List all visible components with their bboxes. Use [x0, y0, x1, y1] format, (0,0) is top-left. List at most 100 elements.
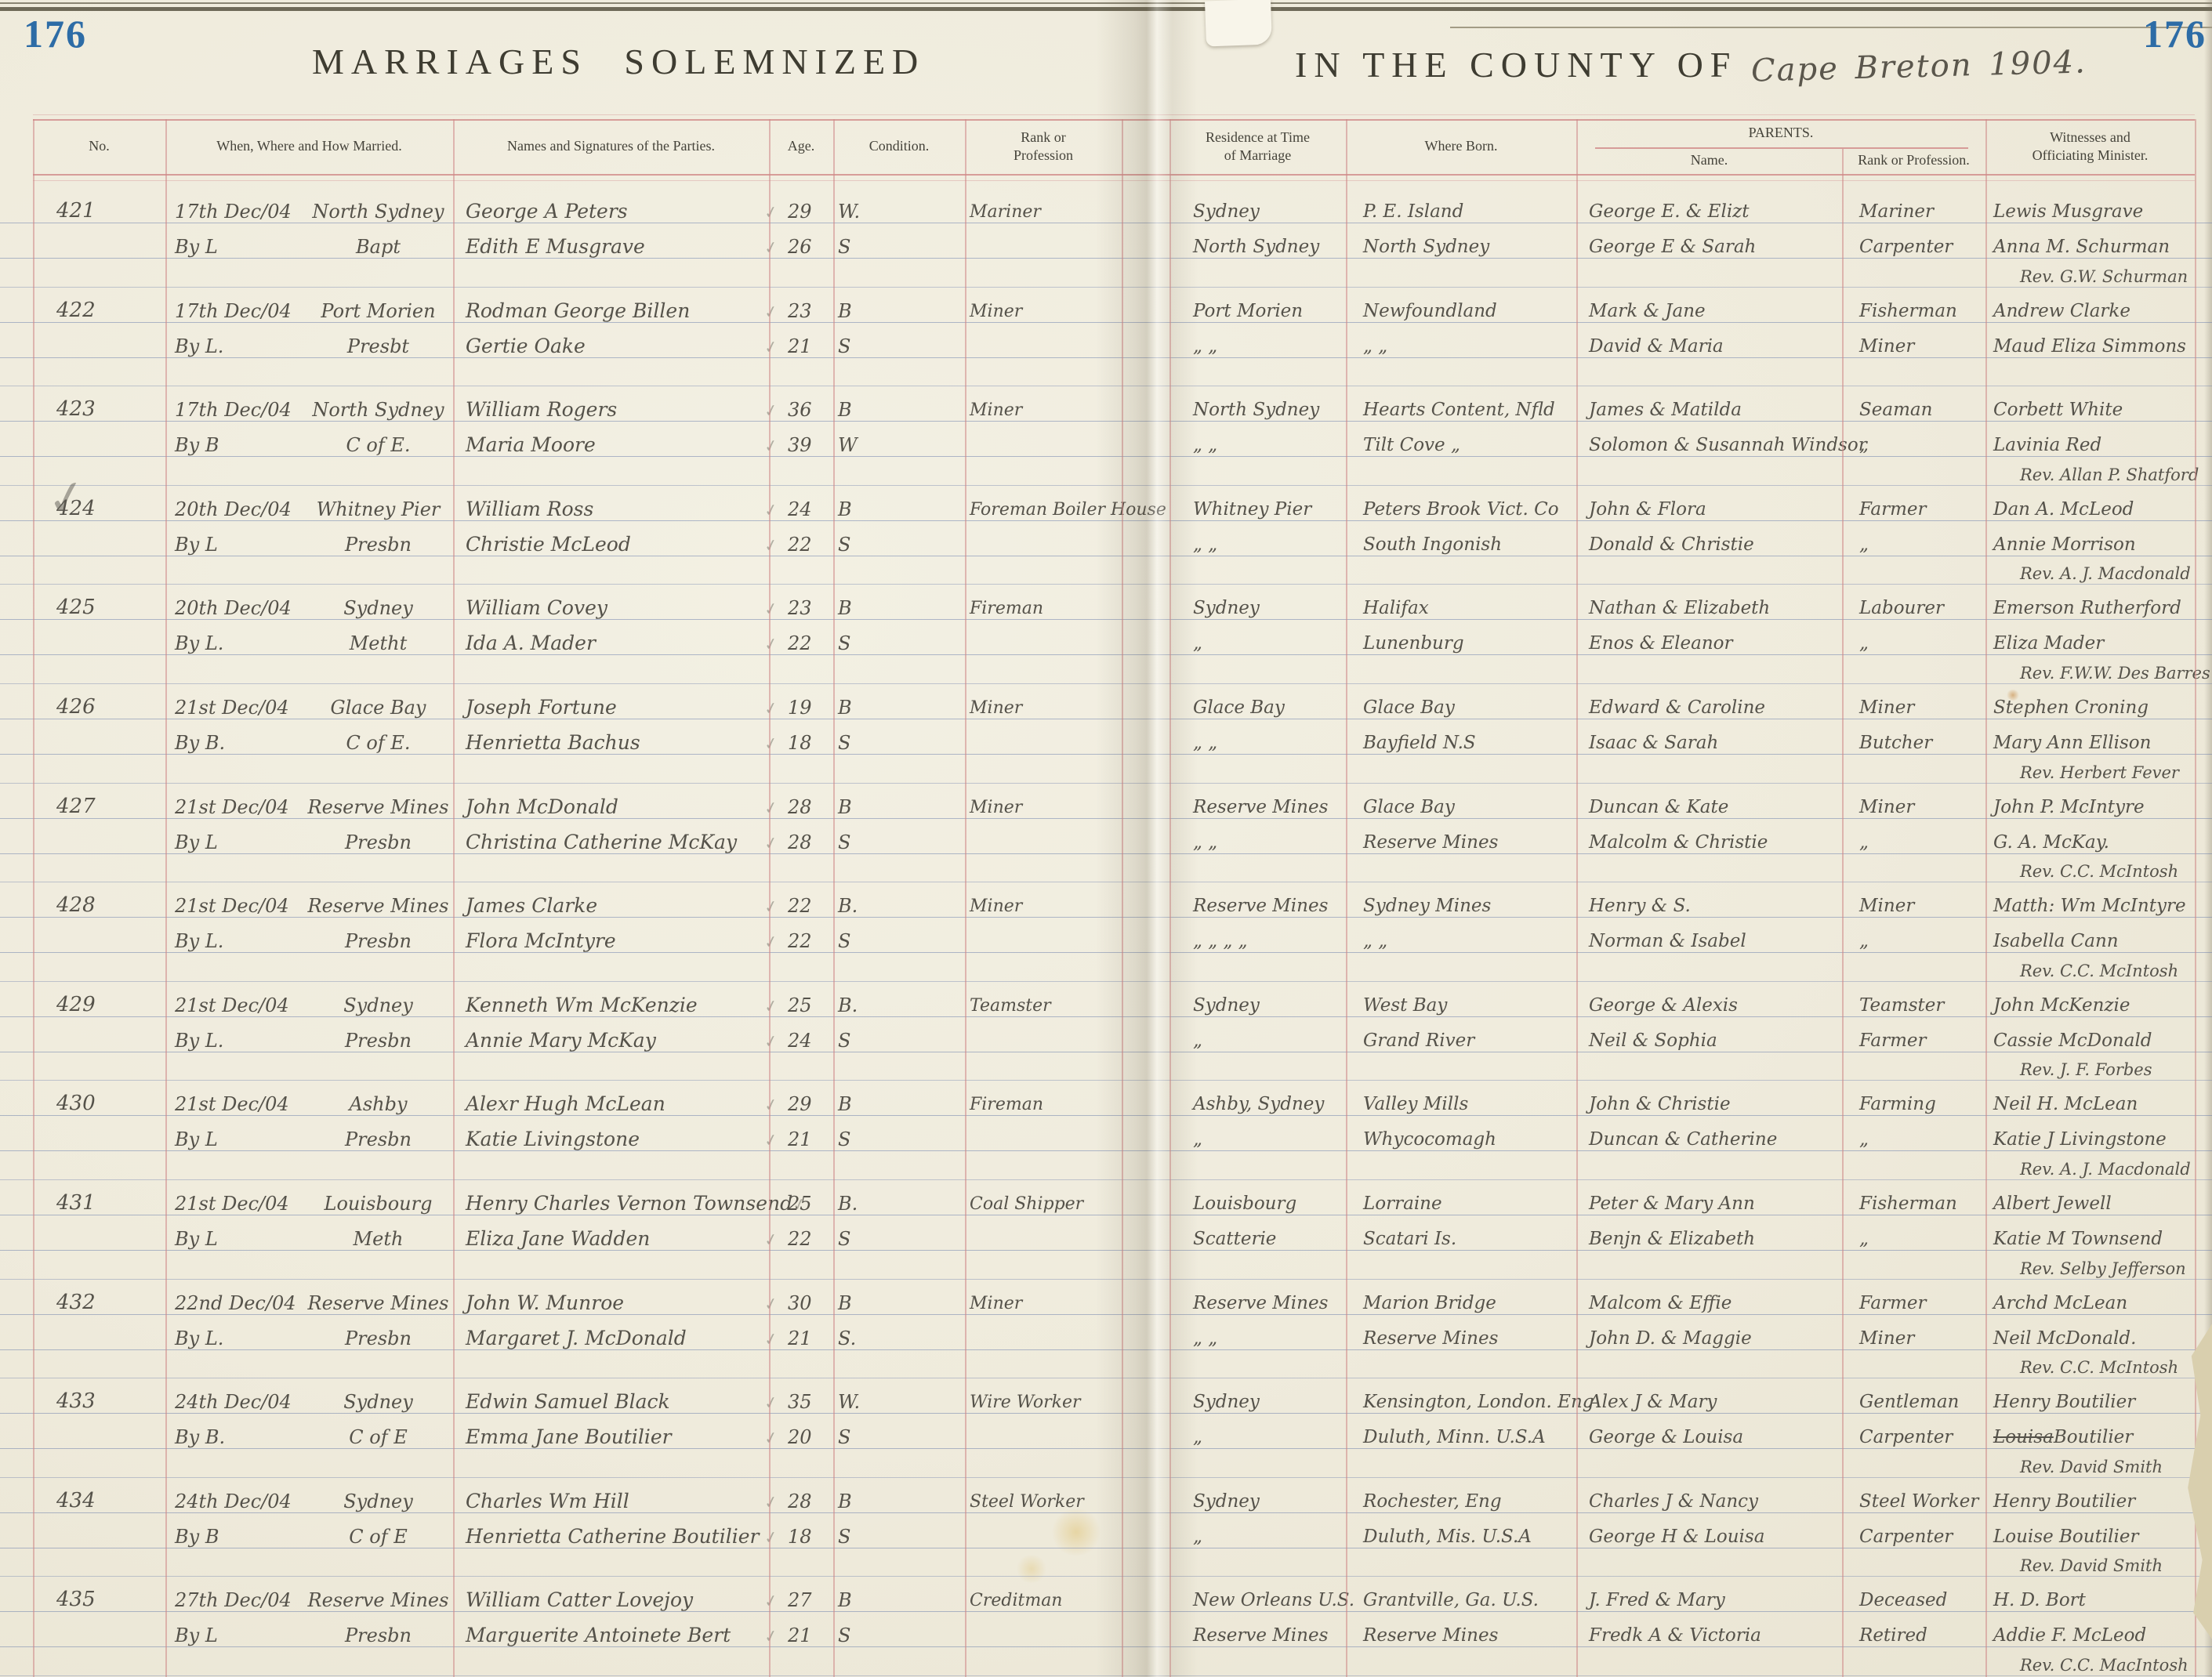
marriage-method: By L. [175, 1327, 224, 1349]
column-rule [965, 119, 966, 1677]
register-entry: ✓431 21st Dec/04 Louisbourg Henry Charle… [0, 1180, 2212, 1280]
groom-age: 27 [788, 1589, 812, 1612]
marriage-date: 24th Dec/04 [175, 1490, 292, 1512]
bride-row: By L Presbn Christie McLeod ✓ 22 S „ „ So… [0, 521, 2212, 556]
marriage-place: Sydney [343, 597, 413, 620]
bride-row: By L Presbn Christina Catherine McKay ✓ 2… [0, 819, 2212, 854]
witness-groom-side: Emerson Rutherford [1993, 598, 2181, 619]
groom-parents-profession: Farmer [1859, 1292, 1927, 1313]
paper-stain [2007, 690, 2019, 701]
minister-row: Rev. David Smith [0, 1548, 2212, 1577]
witness-bride-side: Addie F. McLeod [1993, 1625, 2147, 1646]
marriage-place: Port Morien [321, 299, 436, 322]
marriage-denomination: Presbn [345, 930, 412, 953]
officiating-minister: Rev. C.C. MacIntosh [2020, 1655, 2188, 1675]
entry-number-value: 421 [56, 199, 96, 223]
entry-number: ✓432 [33, 1292, 189, 1313]
bride-parents-profession: Carpenter [1859, 1526, 1953, 1547]
minister-row: Rev. F.W.W. Des Barres [0, 655, 2212, 684]
minister-row: Rev. C.C. McIntosh [0, 854, 2212, 883]
column-rule [1576, 119, 1578, 1677]
marriage-denomination: Presbn [345, 1029, 412, 1052]
witness-bride-side: Louise Boutilier [1993, 1526, 2139, 1547]
entry-number: ✓426 [33, 697, 189, 717]
bride-parents-profession: Carpenter [1859, 237, 1953, 257]
entry-number: ✓427 [33, 796, 189, 817]
bride-parents: Duncan & Catherine [1589, 1129, 1778, 1150]
register-entries: ✓421 17th Dec/04 North Sydney George A P… [0, 188, 2212, 1676]
bride-age: 20 [788, 1426, 812, 1449]
groom-parents: George & Alexis [1589, 994, 1738, 1016]
minister-row: Rev. A. J. Macdonald [0, 1151, 2212, 1180]
groom-age: 28 [788, 795, 812, 818]
bride-birthplace: Bayfield N.S [1363, 732, 1476, 753]
minister-row: Rev. C.C. McIntosh [0, 1350, 2212, 1379]
groom-parents: John & Christie [1589, 1094, 1731, 1115]
marriage-denomination: C of E. [346, 731, 411, 754]
bride-parents-profession: Butcher [1859, 732, 1933, 753]
bride-birthplace: Reserve Mines [1363, 1625, 1499, 1646]
marriage-date: 22nd Dec/04 [175, 1291, 296, 1314]
groom-name: Edwin Samuel Black ✓ [453, 1392, 781, 1414]
parents-underline [1595, 147, 1968, 149]
bride-name: Marguerite Antoinete Bert ✓ [453, 1625, 781, 1647]
bride-residence: „ „ [1193, 534, 1218, 555]
witness-bride-side: Anna M. Schurman [1993, 237, 2170, 257]
witness-groom-side: Lewis Musgrave [1993, 201, 2144, 222]
groom-condition: B [838, 399, 852, 422]
county-handwritten: Cape Breton 1904. [1750, 44, 2087, 89]
groom-profession: Creditman [970, 1591, 1063, 1611]
groom-name: Alexr Hugh McLean ✓ [453, 1094, 781, 1116]
groom-name-value: William Catter Lovejoy [466, 1588, 694, 1612]
groom-name-value: Kenneth Wm McKenzie [466, 993, 698, 1016]
entry-number-value: 424 [56, 496, 96, 520]
col-header-no: No. [89, 138, 110, 154]
marriage-method: By B [175, 1525, 219, 1548]
entry-number-value: 432 [56, 1290, 96, 1314]
marriage-method: By L. [175, 930, 224, 953]
bride-parents: Fredk A & Victoria [1589, 1625, 1761, 1646]
col-header-born: Where Born. [1424, 138, 1498, 154]
bride-age: 21 [788, 1624, 812, 1647]
bride-parents-profession: „ [1859, 1228, 1869, 1249]
groom-condition: B [838, 498, 852, 520]
book-top-rule [0, 2, 2212, 4]
bride-name-value: Gertie Oake [466, 334, 586, 357]
groom-condition: B [838, 1589, 852, 1612]
officiating-minister: Rev. Herbert Fever [2020, 762, 2179, 782]
bride-name-value: Edith E Musgrave [466, 235, 645, 258]
groom-birthplace: Lorraine [1363, 1193, 1442, 1214]
minister-row: Rev. Selby Jefferson [0, 1251, 2212, 1280]
bride-age: 22 [788, 632, 812, 655]
marriage-method: By L [175, 533, 218, 556]
groom-residence: Port Morien [1193, 300, 1304, 321]
bride-parents-profession: Miner [1859, 335, 1915, 357]
bride-name: Emma Jane Boutilier ✓ [453, 1427, 781, 1449]
groom-row: ✓423 17th Dec/04 North Sydney William Ro… [0, 386, 2212, 422]
groom-parents-profession: Teamster [1859, 994, 1945, 1016]
groom-birthplace: Sydney Mines [1363, 896, 1492, 917]
groom-row: ✓433 24th Dec/04 Sydney Edwin Samuel Bla… [0, 1378, 2212, 1414]
groom-birthplace: Glace Bay [1363, 697, 1455, 718]
marriage-date: 21st Dec/04 [175, 696, 289, 719]
bride-row: By L Meth Eliza Jane Wadden ✓ 22 S Scatte… [0, 1215, 2212, 1251]
groom-parents-profession: Seaman [1859, 400, 1933, 421]
bride-parents: Neil & Sophia [1589, 1030, 1717, 1051]
bride-name-value: Henrietta Bachus [466, 730, 640, 754]
bride-condition: S [838, 335, 851, 357]
column-rule [33, 119, 34, 1677]
groom-parents: James & Matilda [1589, 400, 1742, 421]
page-number-left: 176 [24, 12, 87, 56]
groom-residence: Louisbourg [1193, 1193, 1297, 1214]
marriage-place: Ashby [349, 1093, 408, 1116]
marriage-denomination: C of E [349, 1525, 408, 1548]
bride-row: By L. Presbt Gertie Oake ✓ 21 S „ „ „ „ D… [0, 323, 2212, 358]
groom-parents-profession: Fisherman [1859, 300, 1957, 321]
book-top-rule [1450, 27, 2212, 28]
officiating-minister: Rev. C.C. McIntosh [2020, 862, 2179, 882]
witness-groom-side: Stephen Croning [1993, 697, 2149, 718]
marriage-date: 27th Dec/04 [175, 1589, 292, 1612]
marriage-method: By L. [175, 335, 224, 357]
groom-row: ✓435 27th Dec/04 Reserve Mines William C… [0, 1577, 2212, 1613]
